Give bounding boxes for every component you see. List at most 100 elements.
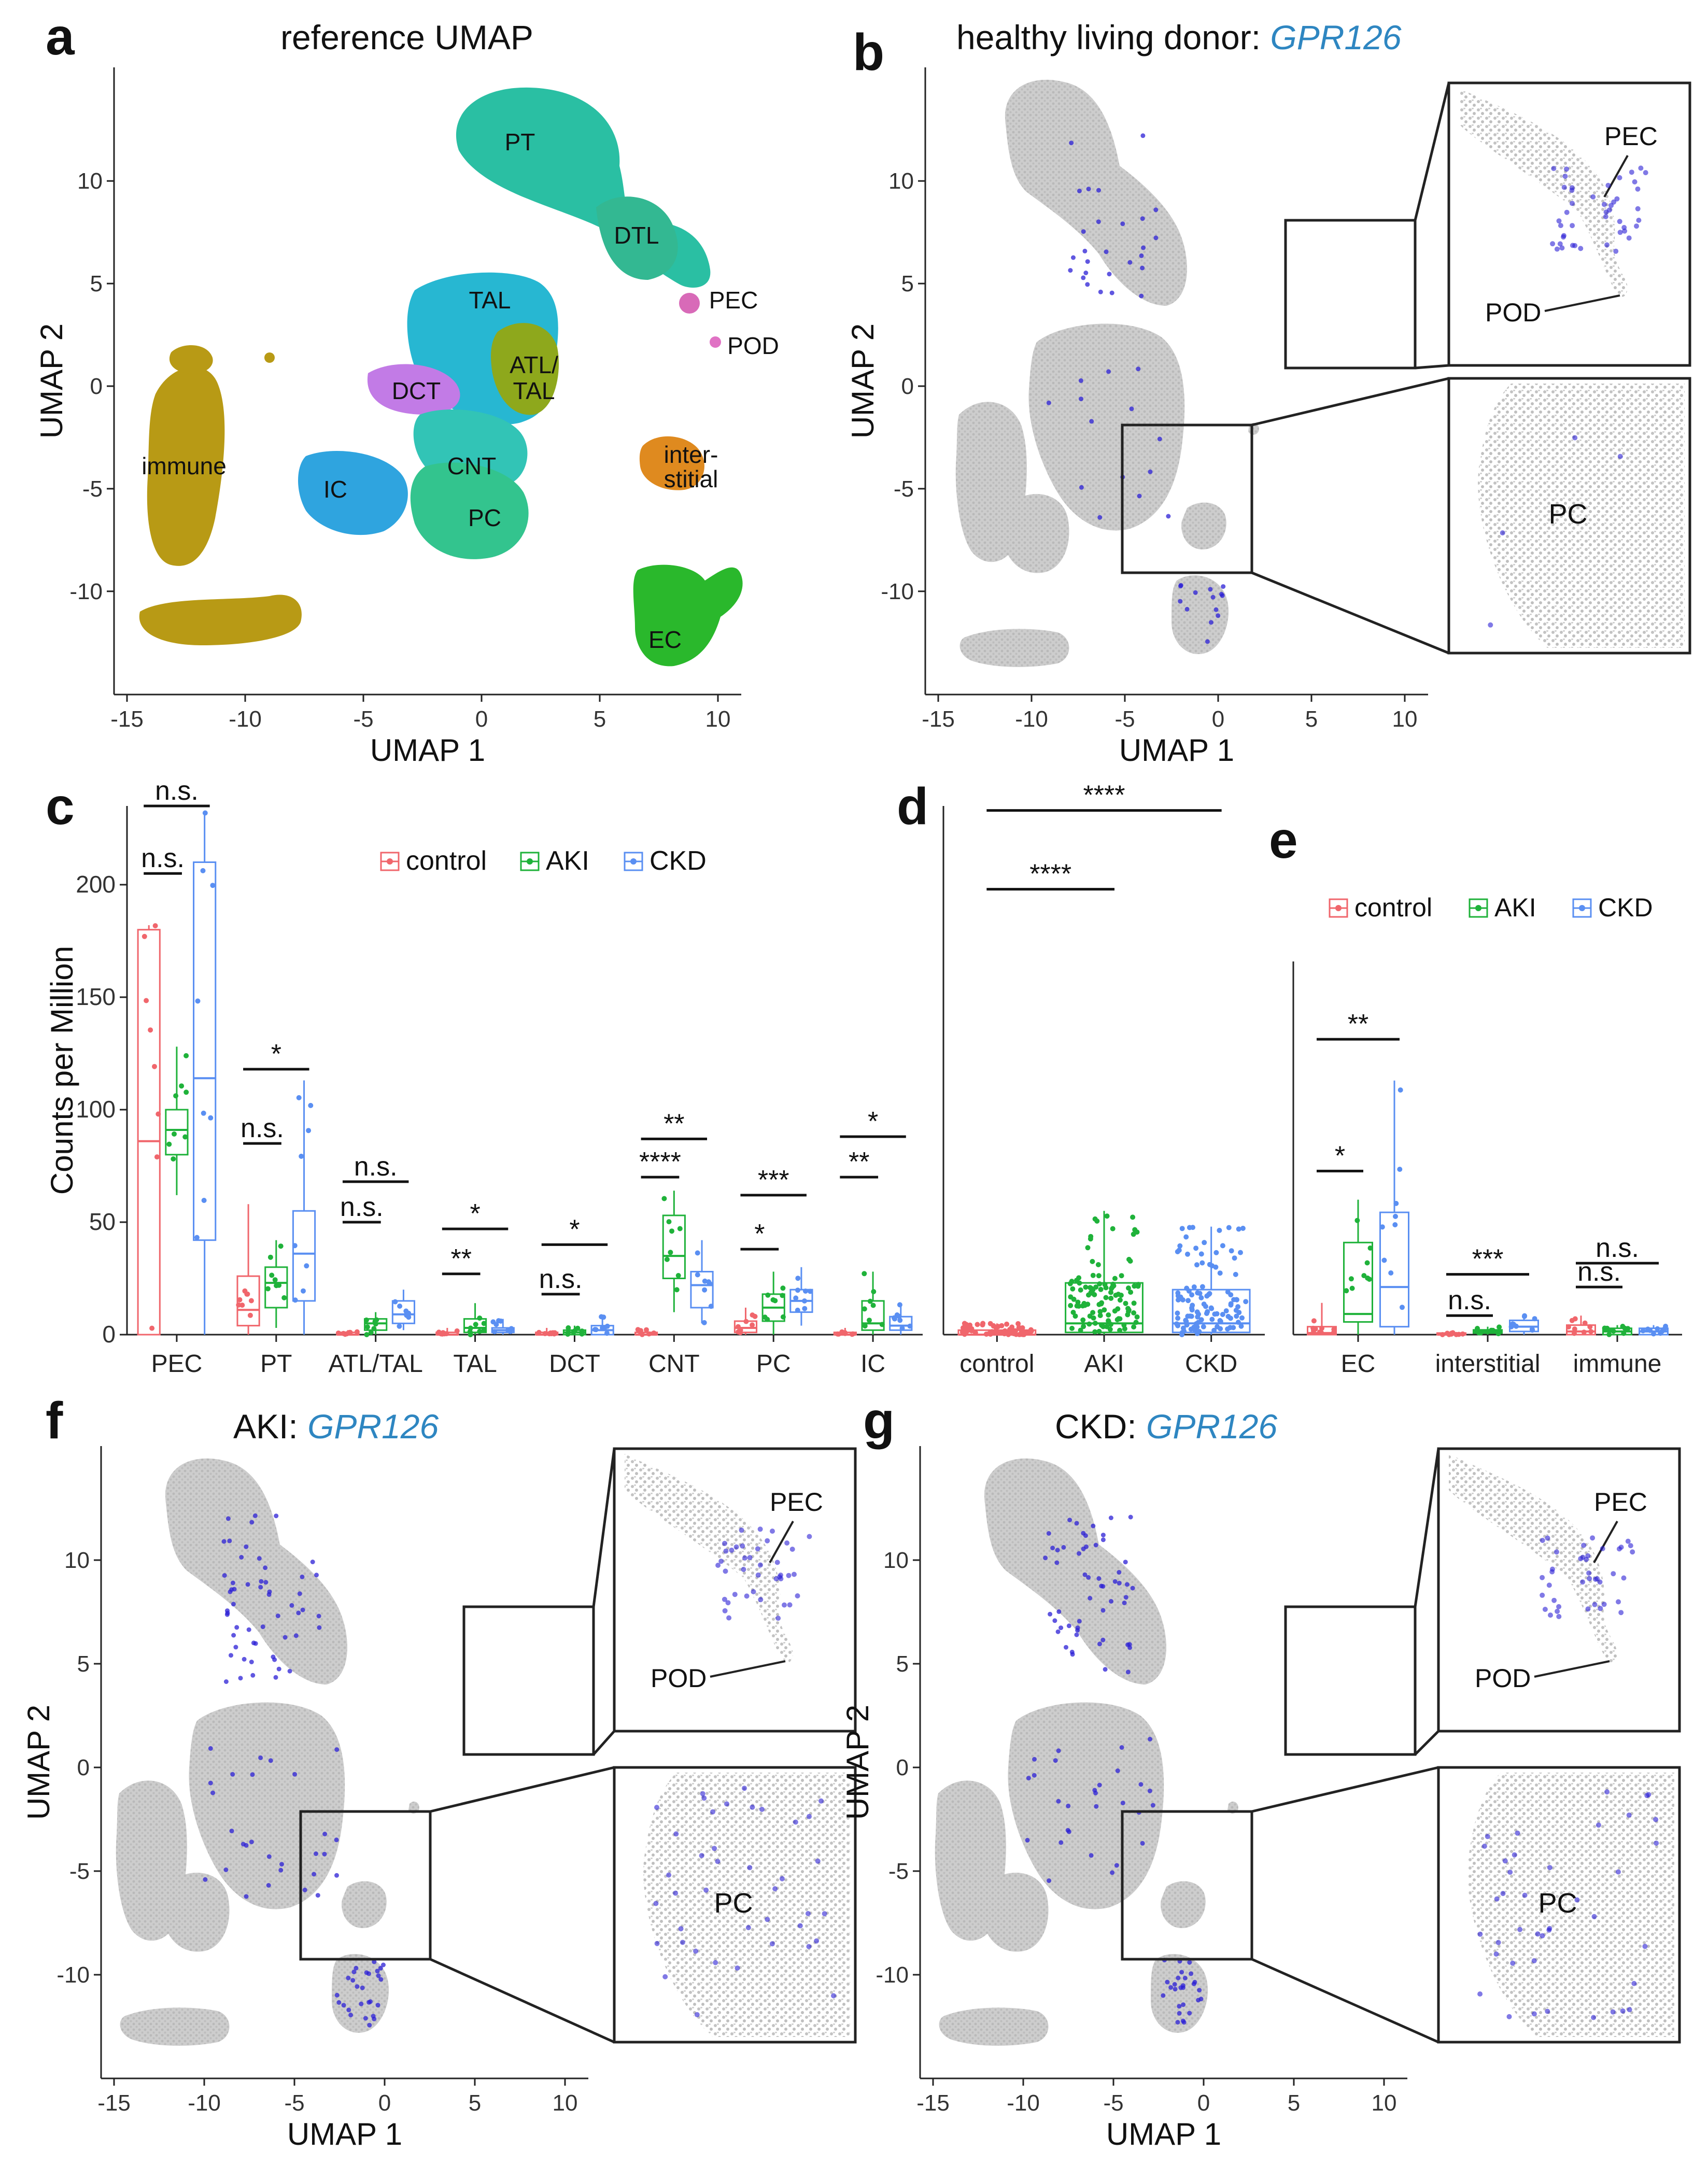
f-inset-expressing-cell <box>741 1567 746 1572</box>
b-xtick-label: 10 <box>1392 706 1418 732</box>
f-x-axis-title: UMAP 1 <box>287 2117 402 2151</box>
c-CKD-PT-point <box>306 1128 312 1134</box>
g-expressing-cell <box>1179 1970 1184 1975</box>
f-expressing-cell <box>371 2014 376 2019</box>
d-CKD-point <box>1235 1320 1241 1325</box>
e-legend-label-CKD: CKD <box>1598 893 1653 922</box>
d-control-point <box>1004 1321 1010 1327</box>
g-xtick-label: 5 <box>1288 2090 1300 2116</box>
c-AKI-TAL-point <box>477 1315 483 1321</box>
f-inset-expressing-cell <box>789 1547 795 1552</box>
e-AKI-interstitial-point <box>1475 1326 1480 1331</box>
d-AKI-point <box>1080 1317 1086 1323</box>
d-CKD-point <box>1243 1299 1249 1305</box>
c-ytick-label: 150 <box>76 983 116 1010</box>
b-expressing-cell <box>1213 607 1219 612</box>
label-cnt: CNT <box>447 452 497 479</box>
f-expressing-cell <box>375 2003 380 2008</box>
g-inset-expressing-cell <box>1630 1549 1635 1555</box>
f-zoom-connector <box>592 1448 616 1607</box>
b-expressing-cell <box>1081 275 1086 280</box>
g-expressing-cell <box>1119 1745 1124 1750</box>
g-zoom-box-0 <box>1284 1605 1417 1756</box>
c-control-PEC-point <box>156 1111 161 1117</box>
panel-f-title: AKI: GPR126 <box>233 1407 439 1446</box>
c-CKD-TAL-point <box>509 1326 514 1332</box>
f-expressing-cell <box>225 1516 231 1521</box>
c-CKD-ATL/TAL-point <box>397 1304 403 1309</box>
g-expressing-cell <box>1103 1667 1108 1672</box>
g-inset-expressing-cell <box>1540 1592 1545 1598</box>
d-AKI-point <box>1088 1236 1093 1242</box>
e-AKI-interstitial-point <box>1478 1330 1484 1336</box>
c-CKD-CNT-point <box>695 1272 700 1278</box>
c-CKD-PEC-point <box>200 868 206 873</box>
f-ytick-label: -10 <box>57 1962 90 1988</box>
g-expressing-cell <box>1032 1773 1037 1778</box>
e-CKD-immune-point <box>1658 1330 1663 1336</box>
e-AKI-EC-point <box>1361 1273 1367 1279</box>
c-AKI-ATL/TAL-point <box>364 1332 370 1337</box>
f-inset-expressing-cell <box>782 1602 787 1608</box>
g-expressing-cell <box>1056 1799 1061 1804</box>
d-AKI-point <box>1131 1300 1137 1306</box>
d-CKD-point <box>1205 1309 1210 1314</box>
e-AKI-immune-point <box>1625 1326 1631 1332</box>
c-CKD-PT-point <box>308 1102 314 1108</box>
d-AKI-point <box>1126 1285 1131 1291</box>
f-expressing-cell <box>346 1975 351 1980</box>
c-control-CNT-point <box>651 1330 657 1336</box>
label-immune: immune <box>142 452 227 479</box>
e-CKD-EC-box <box>1379 1211 1409 1328</box>
c-CKD-CNT-point <box>706 1279 712 1285</box>
f-inset-expressing-cell <box>786 1573 792 1578</box>
b-pec-pointer <box>1603 155 1629 197</box>
c-CKD-DCT-point <box>600 1325 605 1330</box>
c-CKD-TAL-point <box>490 1319 496 1325</box>
g-inset-expressing-cell <box>1616 1599 1621 1605</box>
b-expressing-cell <box>1137 493 1142 499</box>
f-inset-expressing-cell <box>662 1974 668 1979</box>
f-xtick-label: -10 <box>188 2090 221 2116</box>
g-inset-expressing-cell <box>1625 1538 1631 1544</box>
f-inset-expressing-cell <box>680 1940 685 1945</box>
f-inset-expressing-cell <box>740 1543 745 1549</box>
g-inset-expressing-cell <box>1510 1960 1516 1966</box>
c-CKD-IC-point <box>897 1318 903 1323</box>
f-zoom-connector <box>429 1958 615 2044</box>
g-expressing-cell <box>1100 1537 1106 1542</box>
g-cell-cluster-3 <box>981 1873 1049 1952</box>
b-expressing-cell <box>1140 216 1145 221</box>
g-inset-expressing-cell <box>1620 2008 1626 2014</box>
f-inset-expressing-cell <box>710 1809 715 1815</box>
f-ytick-label: 10 <box>64 1548 90 1573</box>
b-expressing-cell <box>1153 207 1159 213</box>
b-xtick-label: 5 <box>1305 706 1318 732</box>
c-CKD-DCT-point <box>604 1330 610 1336</box>
a-xtick-label: 10 <box>705 706 731 732</box>
g-inset-expressing-cell <box>1546 1582 1552 1588</box>
c-control-CNT-point <box>644 1327 649 1333</box>
e-CKD-EC-point <box>1397 1167 1403 1172</box>
label-inter: inter- <box>664 441 718 468</box>
c-AKI-PEC-point <box>179 1083 185 1089</box>
g-expressing-cell <box>1117 1580 1122 1586</box>
e-CKD-immune-point <box>1655 1326 1660 1332</box>
c-AKI-PT-point <box>274 1283 279 1289</box>
b-expressing-cell <box>1129 406 1134 412</box>
c-CKD-PT-point <box>292 1243 298 1249</box>
c-CKD-PC-point <box>795 1307 800 1313</box>
d-AKI-point <box>1108 1290 1113 1295</box>
f-inset-expressing-cell <box>831 1993 836 1999</box>
cluster-immune-dot <box>264 352 275 363</box>
e-legend-key-dot <box>1335 905 1342 911</box>
d-control-point <box>972 1330 978 1336</box>
c-AKI-PC-point <box>765 1317 770 1322</box>
e-control-immune-point <box>1587 1324 1593 1329</box>
d-AKI-point <box>1078 1287 1083 1293</box>
f-inset-expressing-cell <box>739 1527 744 1533</box>
f-inset-expressing-cell <box>673 1890 679 1896</box>
c-CKD-TAL-point <box>492 1329 498 1335</box>
a-ytick-label: -10 <box>69 579 103 604</box>
cluster-immune-upper <box>147 366 225 566</box>
